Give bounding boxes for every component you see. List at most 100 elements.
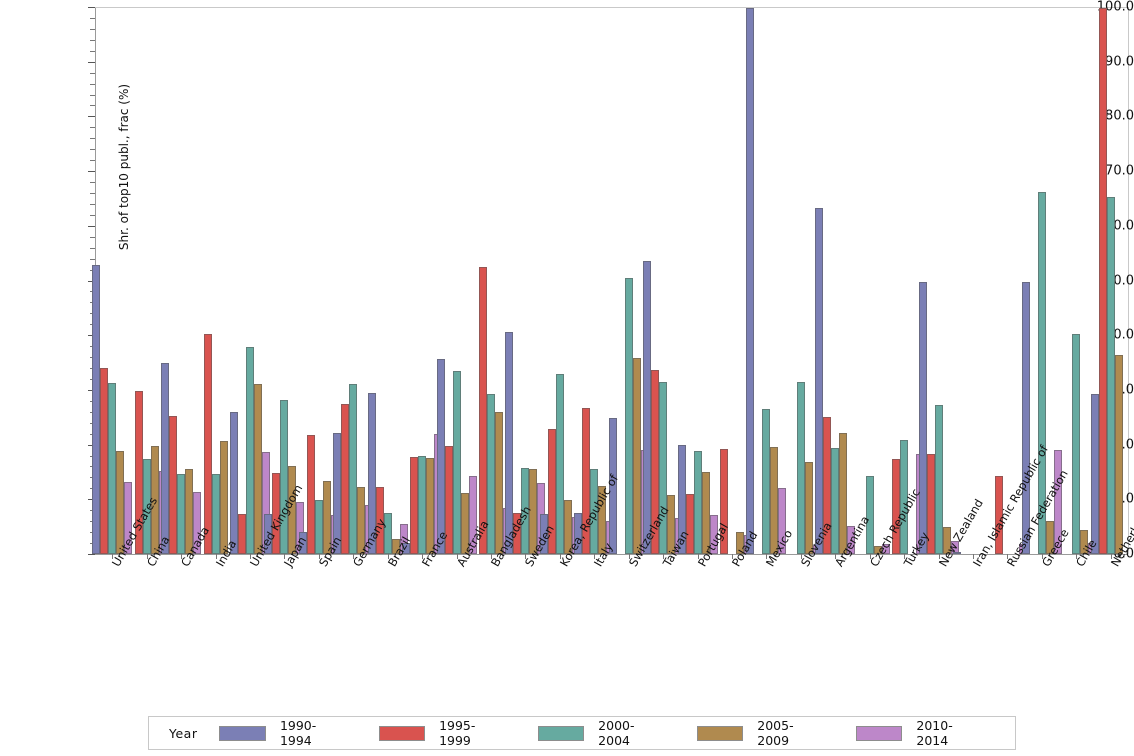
bar[interactable] bbox=[746, 7, 755, 554]
bar[interactable] bbox=[942, 526, 951, 554]
bar[interactable] bbox=[529, 469, 538, 554]
bar[interactable] bbox=[314, 500, 323, 554]
bar[interactable] bbox=[444, 445, 453, 554]
bar[interactable] bbox=[651, 370, 660, 554]
bar[interactable] bbox=[505, 331, 514, 554]
bar[interactable] bbox=[778, 487, 787, 554]
bar[interactable] bbox=[693, 451, 702, 554]
bar[interactable] bbox=[402, 543, 411, 554]
bar[interactable] bbox=[823, 417, 832, 554]
bar[interactable] bbox=[892, 458, 901, 554]
bar[interactable] bbox=[142, 459, 151, 554]
bar[interactable] bbox=[547, 429, 556, 554]
bar[interactable] bbox=[685, 493, 694, 554]
bar[interactable] bbox=[92, 264, 101, 554]
bar[interactable] bbox=[900, 439, 909, 554]
bar[interactable] bbox=[383, 512, 392, 554]
bar[interactable] bbox=[934, 404, 943, 554]
bar[interactable] bbox=[486, 394, 495, 554]
legend-item[interactable]: 2010-2014 bbox=[855, 718, 977, 748]
legend-item[interactable]: 1990-1994 bbox=[219, 718, 340, 748]
bar[interactable] bbox=[667, 494, 676, 554]
bar[interactable] bbox=[677, 444, 686, 554]
bar[interactable] bbox=[116, 451, 125, 554]
bar[interactable] bbox=[410, 457, 419, 554]
bar[interactable] bbox=[590, 468, 599, 554]
bar[interactable] bbox=[539, 513, 548, 554]
bar[interactable] bbox=[253, 384, 262, 554]
bar[interactable] bbox=[418, 456, 427, 554]
bar[interactable] bbox=[709, 514, 718, 554]
bar[interactable] bbox=[185, 468, 194, 554]
bar[interactable] bbox=[598, 486, 607, 554]
bar[interactable] bbox=[762, 408, 771, 554]
bar[interactable] bbox=[322, 481, 331, 554]
bar[interactable] bbox=[169, 415, 178, 554]
bar[interactable] bbox=[341, 403, 350, 554]
bar[interactable] bbox=[632, 357, 641, 554]
bar[interactable] bbox=[452, 371, 461, 554]
bar[interactable] bbox=[1080, 530, 1089, 554]
bar[interactable] bbox=[865, 475, 874, 554]
bar[interactable] bbox=[245, 347, 254, 554]
bar[interactable] bbox=[161, 363, 170, 554]
bar[interactable] bbox=[574, 512, 583, 554]
bar[interactable] bbox=[918, 281, 927, 554]
bar[interactable] bbox=[264, 514, 273, 554]
bar[interactable] bbox=[720, 448, 729, 554]
bar[interactable] bbox=[150, 446, 159, 554]
bar[interactable] bbox=[796, 382, 805, 554]
bar[interactable] bbox=[237, 513, 246, 554]
bar[interactable] bbox=[1072, 334, 1081, 554]
bar[interactable] bbox=[211, 473, 220, 554]
bar[interactable] bbox=[521, 468, 530, 554]
bar[interactable] bbox=[1021, 281, 1030, 554]
bar[interactable] bbox=[701, 471, 710, 554]
bar[interactable] bbox=[193, 492, 202, 554]
bar[interactable] bbox=[659, 381, 668, 554]
bar[interactable] bbox=[770, 447, 779, 554]
bar[interactable] bbox=[288, 465, 297, 554]
bar[interactable] bbox=[513, 512, 522, 554]
bar[interactable] bbox=[124, 481, 133, 554]
bar[interactable] bbox=[582, 407, 591, 554]
bar[interactable] bbox=[1053, 449, 1062, 554]
bar[interactable] bbox=[804, 461, 813, 554]
bar[interactable] bbox=[357, 487, 366, 554]
bar[interactable] bbox=[333, 433, 342, 554]
bar[interactable] bbox=[272, 472, 281, 554]
bar[interactable] bbox=[1106, 196, 1115, 554]
bar[interactable] bbox=[1098, 7, 1107, 554]
bar[interactable] bbox=[134, 391, 143, 554]
bar[interactable] bbox=[555, 374, 564, 554]
bar[interactable] bbox=[839, 432, 848, 554]
bar[interactable] bbox=[624, 277, 633, 554]
bar[interactable] bbox=[831, 448, 840, 554]
bar[interactable] bbox=[391, 539, 400, 554]
bar[interactable] bbox=[375, 487, 384, 554]
bar[interactable] bbox=[478, 267, 487, 554]
bar[interactable] bbox=[1045, 520, 1054, 554]
bar[interactable] bbox=[815, 208, 824, 554]
bar[interactable] bbox=[563, 499, 572, 554]
bar[interactable] bbox=[177, 473, 186, 554]
bar[interactable] bbox=[847, 525, 856, 554]
bar[interactable] bbox=[100, 368, 109, 554]
bar[interactable] bbox=[873, 545, 882, 554]
bar[interactable] bbox=[280, 400, 289, 554]
legend-item[interactable]: 2000-2004 bbox=[537, 718, 659, 748]
bar[interactable] bbox=[203, 334, 212, 554]
bar[interactable] bbox=[349, 383, 358, 554]
bar[interactable] bbox=[229, 412, 238, 554]
bar[interactable] bbox=[436, 359, 445, 554]
bar[interactable] bbox=[460, 492, 469, 554]
bar[interactable] bbox=[468, 475, 477, 554]
bar[interactable] bbox=[426, 458, 435, 554]
legend-item[interactable]: 1995-1999 bbox=[378, 718, 500, 748]
bar[interactable] bbox=[1090, 394, 1099, 554]
bar[interactable] bbox=[995, 475, 1004, 554]
bar[interactable] bbox=[298, 531, 307, 554]
bar[interactable] bbox=[367, 393, 376, 554]
bar[interactable] bbox=[608, 417, 617, 554]
bar[interactable] bbox=[306, 435, 315, 554]
